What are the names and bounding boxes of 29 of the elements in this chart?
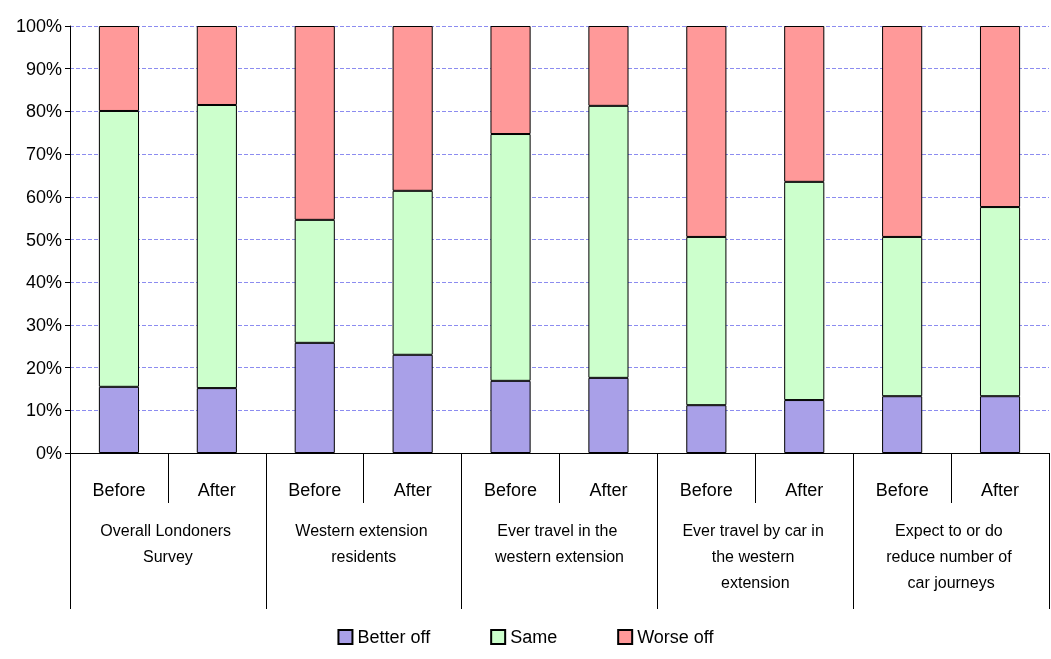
text: Ever travel in the western extension xyxy=(494,521,624,565)
x-tick-label: Before xyxy=(875,480,929,500)
x-tick-label: After xyxy=(981,480,1020,500)
y-tick-label: 90% xyxy=(25,58,62,79)
y-tick-label: 20% xyxy=(25,357,62,378)
text: Overall Londoners Survey xyxy=(100,521,236,565)
x-tick-label: Before xyxy=(484,480,538,500)
y-tick-label: 60% xyxy=(25,186,62,207)
y-tick-label: 30% xyxy=(25,314,62,335)
y-tick-label: 10% xyxy=(25,400,62,421)
x-tick-label: After xyxy=(197,480,236,500)
x-tick-label: Before xyxy=(679,480,733,500)
legend-label: Better off xyxy=(357,627,432,647)
x-tick-label: Before xyxy=(92,480,146,500)
y-tick-label: 0% xyxy=(35,443,62,463)
y-tick-label: 100% xyxy=(15,16,62,36)
y-tick-label: 40% xyxy=(25,272,62,293)
y-tick-label: 80% xyxy=(25,101,62,122)
y-tick-label: 70% xyxy=(25,144,62,165)
y-tick-label: 50% xyxy=(25,229,62,250)
legend-label: Same xyxy=(510,627,558,647)
text: Expect to or do reduce number of car journeys xyxy=(886,521,1017,591)
x-tick-label: Before xyxy=(288,480,342,500)
x-tick-label: After xyxy=(785,480,824,500)
legend-label: Worse off xyxy=(637,627,715,647)
x-tick-label: After xyxy=(589,480,628,500)
text: Western extension residents xyxy=(295,521,433,565)
text: Ever travel by car in the western extension xyxy=(682,521,829,591)
x-tick-label: After xyxy=(393,480,432,500)
